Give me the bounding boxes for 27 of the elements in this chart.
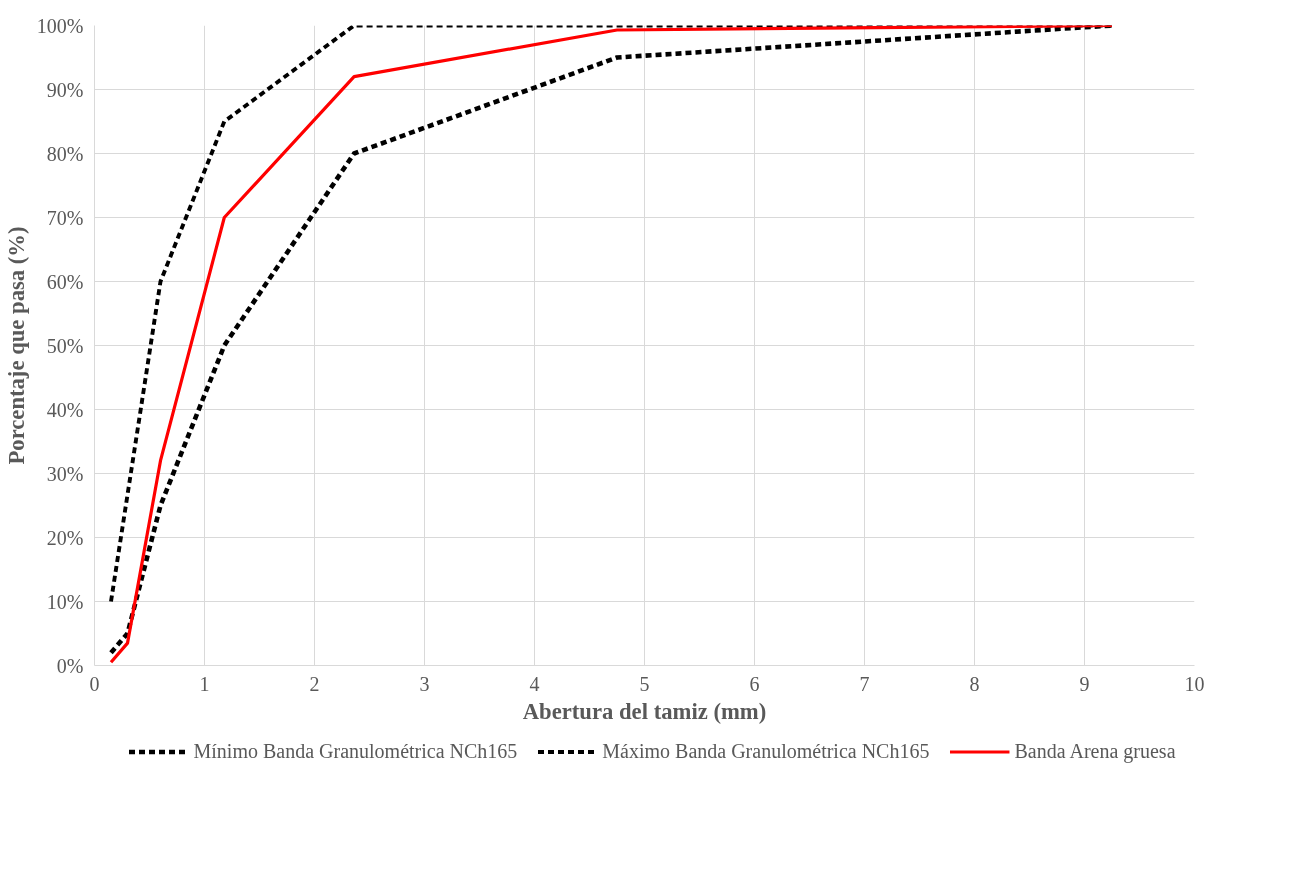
y-tick-label: 90% (46, 78, 84, 101)
y-tick-label: 70% (46, 206, 84, 229)
x-axis-title: Abertura del tamiz (mm) (522, 698, 767, 724)
y-tick-label: 50% (46, 334, 84, 357)
y-tick-label: 10% (46, 590, 84, 613)
y-tick-label: 80% (46, 142, 84, 165)
x-tick-label: 3 (419, 672, 430, 695)
x-tick-label: 0 (89, 672, 100, 695)
y-tick-label: 20% (46, 526, 84, 549)
y-tick-label: 30% (46, 462, 84, 485)
x-tick-label: 8 (969, 672, 980, 695)
legend-label: Máximo Banda Granulométrica NCh165 (602, 739, 930, 763)
y-tick-label: 60% (46, 270, 84, 293)
x-tick-label: 5 (639, 672, 650, 695)
legend-label: Banda Arena gruesa (1014, 739, 1176, 763)
x-tick-label: 6 (749, 672, 760, 695)
x-tick-label: 10 (1184, 672, 1205, 695)
y-tick-label: 0% (56, 654, 84, 677)
y-tick-label: 100% (36, 14, 84, 37)
legend-label: Mínimo Banda Granulométrica NCh165 (193, 739, 518, 763)
x-tick-label: 9 (1079, 672, 1090, 695)
y-tick-label: 40% (46, 398, 84, 421)
x-tick-label: 2 (309, 672, 320, 695)
y-axis-title: Porcentaje que pasa (%) (3, 226, 29, 465)
x-tick-label: 7 (859, 672, 870, 695)
x-tick-label: 4 (529, 672, 540, 695)
x-tick-label: 1 (199, 672, 210, 695)
